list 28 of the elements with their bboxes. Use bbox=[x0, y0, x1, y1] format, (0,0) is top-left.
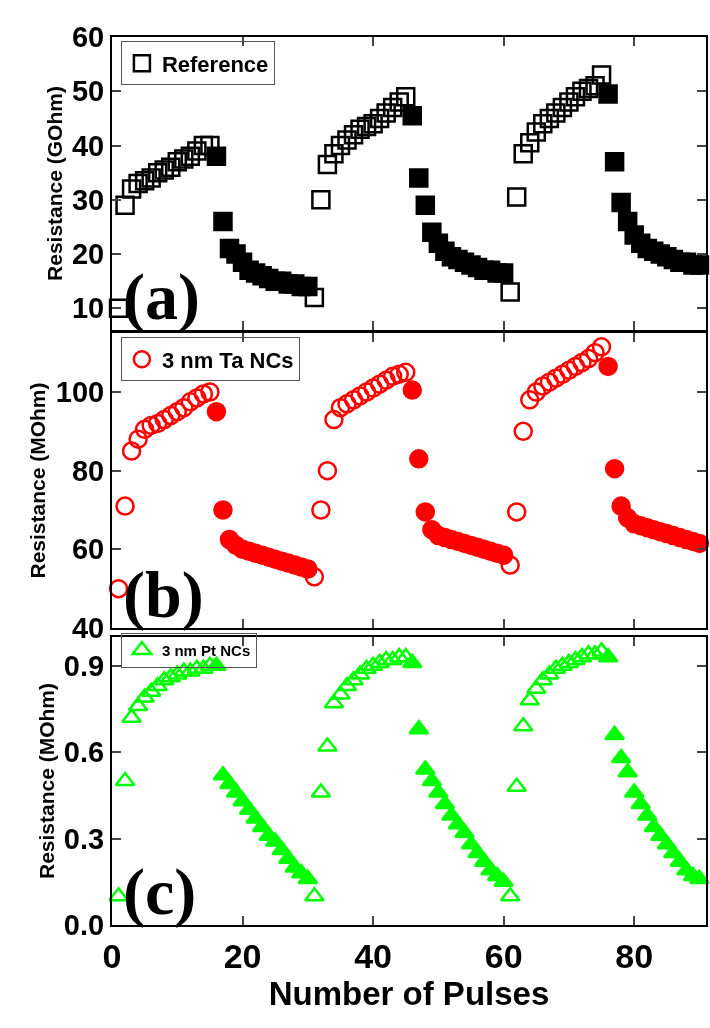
y-tick-label: 80 bbox=[71, 454, 105, 487]
y-axis-title: Resistance (MOhm) bbox=[34, 682, 58, 880]
x-tick-label: 40 bbox=[354, 936, 393, 975]
y-axis-title: Resistance (GOhm) bbox=[42, 86, 66, 281]
x-tick-label: 20 bbox=[223, 936, 262, 975]
y-tick-label: 0.6 bbox=[63, 736, 105, 769]
y-tick-label: 40 bbox=[71, 129, 105, 162]
y-tick-label: 10 bbox=[71, 292, 105, 325]
x-axis-title: Number of Pulses bbox=[268, 974, 550, 1012]
y-tick-label: 20 bbox=[71, 238, 105, 271]
x-tick-label: 0 bbox=[102, 936, 122, 975]
annotation: (b) bbox=[123, 558, 204, 632]
legend-label: Reference bbox=[161, 51, 269, 77]
annotation: (c) bbox=[123, 855, 197, 929]
y-axis-title: Resistance (MOhm) bbox=[26, 382, 50, 579]
y-tick-label: 60 bbox=[71, 21, 105, 54]
y-tick-label: 100 bbox=[55, 376, 105, 409]
legend-label: 3 nm Ta NCs bbox=[161, 347, 294, 373]
x-tick-label: 60 bbox=[484, 936, 523, 975]
y-tick-label: 0.9 bbox=[63, 649, 105, 682]
y-tick-label: 0.0 bbox=[63, 909, 105, 942]
y-tick-label: 0.3 bbox=[63, 822, 105, 855]
x-tick-label: 80 bbox=[615, 936, 654, 975]
y-tick-label: 40 bbox=[71, 612, 105, 645]
legend-label: 3 nm Pt NCs bbox=[161, 641, 251, 659]
y-tick-label: 50 bbox=[71, 75, 105, 108]
y-tick-label: 60 bbox=[71, 533, 105, 566]
y-tick-label: 30 bbox=[71, 183, 105, 216]
